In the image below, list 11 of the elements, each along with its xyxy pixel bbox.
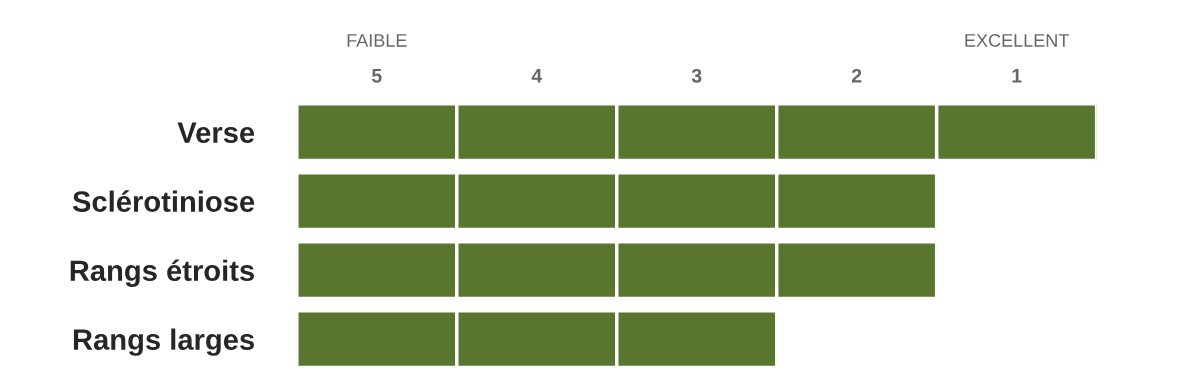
x-tick-label: 4 xyxy=(531,69,543,83)
x-tick-label: 3 xyxy=(691,68,702,83)
text: FAIBLE xyxy=(347,34,407,47)
y-tick-label: Sclérotiniose xyxy=(72,190,255,212)
x-tick-label: 2 xyxy=(851,68,862,83)
y-tick-label: Rangs larges xyxy=(73,328,254,356)
x-tick-label: 1 xyxy=(1012,69,1022,83)
y-tick-label: Rangs étroits xyxy=(70,259,254,287)
text: EXCELLENT xyxy=(965,34,1069,47)
y-tick-label: Verse xyxy=(177,122,255,143)
x-tick-label: 5 xyxy=(371,69,382,83)
